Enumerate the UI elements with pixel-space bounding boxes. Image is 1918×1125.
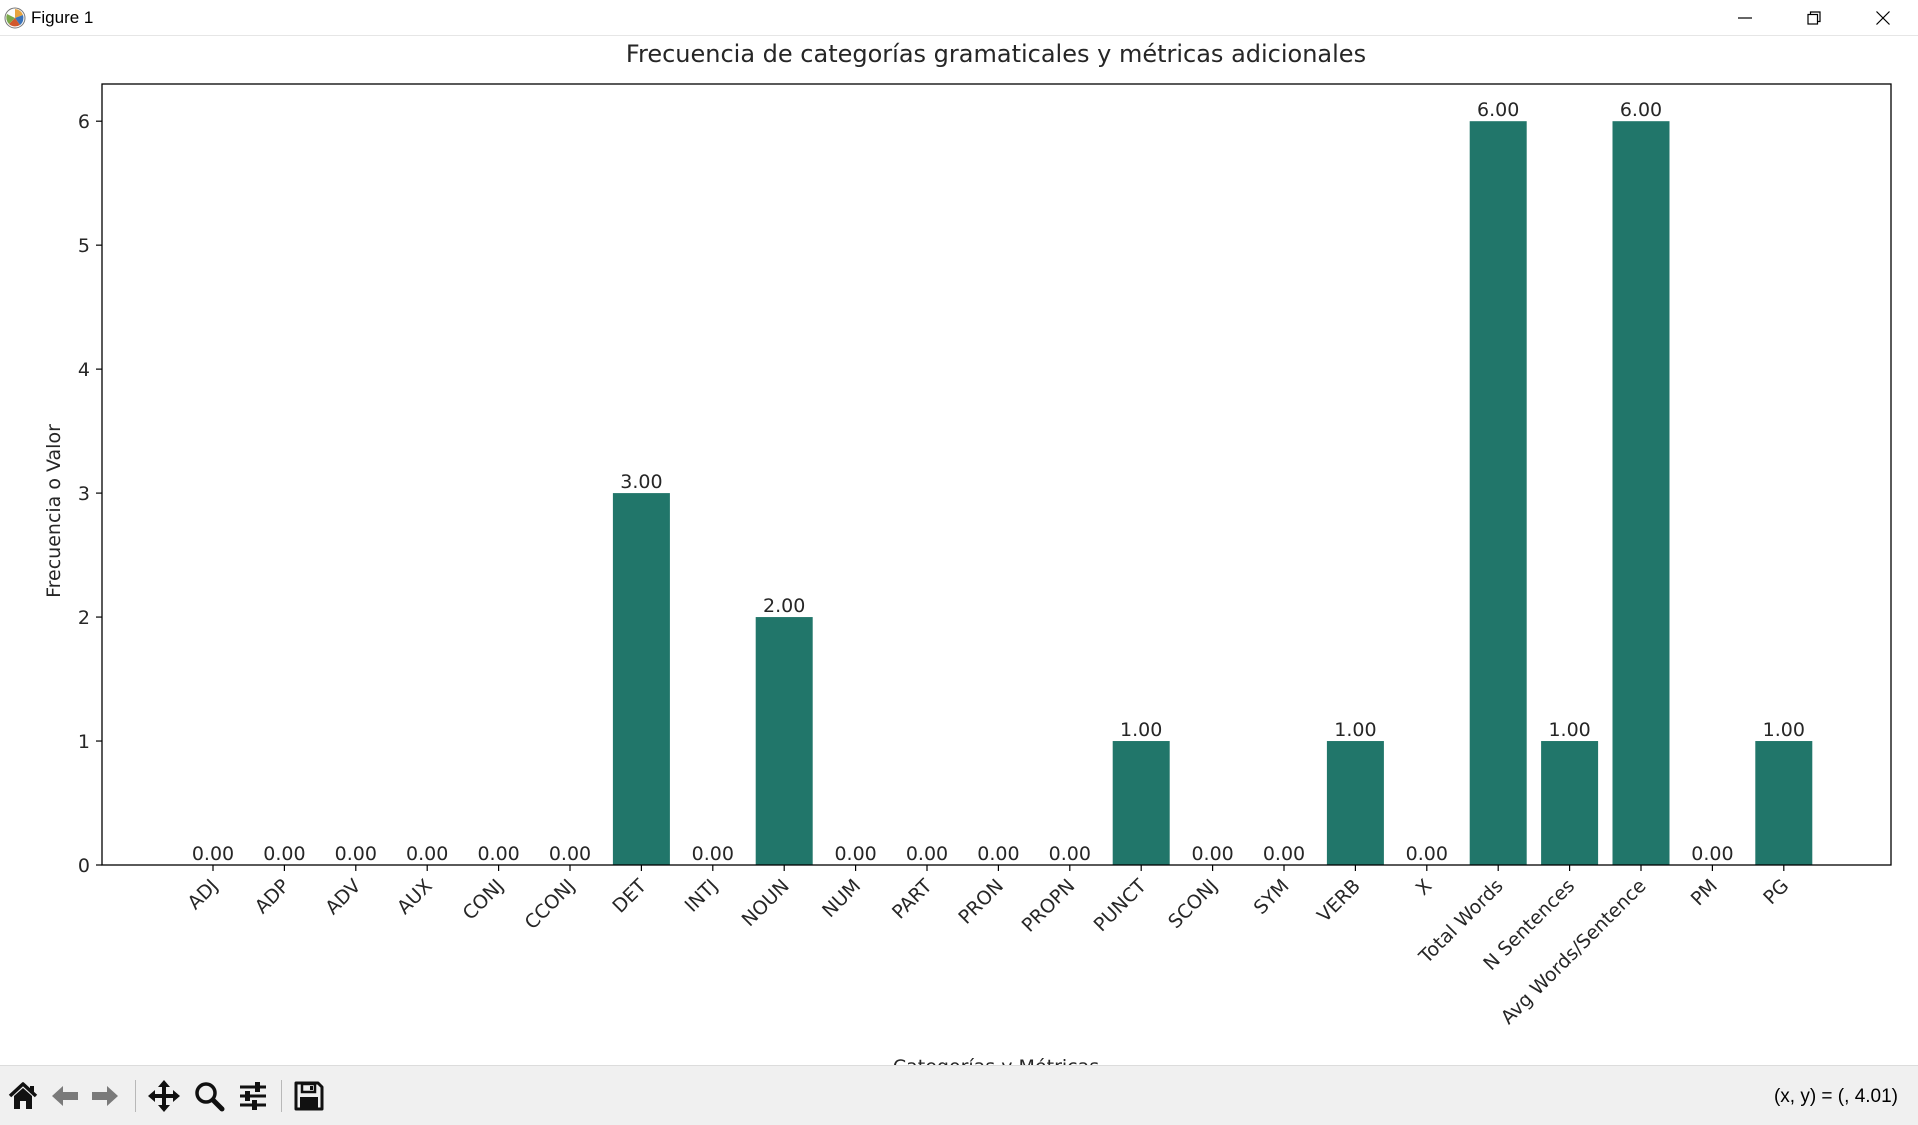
save-button[interactable] xyxy=(290,1078,328,1114)
bar-value-label: 1.00 xyxy=(1763,719,1805,741)
x-tick-label: PROPN xyxy=(1018,875,1080,937)
bar-value-label: 0.00 xyxy=(834,843,876,865)
bar-value-label: 0.00 xyxy=(1406,843,1448,865)
bar-value-label: 6.00 xyxy=(1620,99,1662,121)
minimize-button[interactable] xyxy=(1710,0,1780,36)
y-axis-label: Frecuencia o Valor xyxy=(43,424,65,598)
pan-button[interactable] xyxy=(145,1078,183,1114)
pan-icon xyxy=(148,1080,180,1112)
bar xyxy=(1541,741,1599,865)
bar-value-label: 0.00 xyxy=(477,843,519,865)
bar-value-label: 0.00 xyxy=(263,843,305,865)
window-title: Figure 1 xyxy=(31,8,94,27)
bar-value-label: 6.00 xyxy=(1477,99,1519,121)
x-tick-label: DET xyxy=(608,875,651,918)
y-axis-ticks: 0 1 2 3 4 5 6 xyxy=(78,111,102,877)
x-tick-label: PM xyxy=(1687,875,1722,910)
x-tick-label: CCONJ xyxy=(521,875,580,934)
restore-button[interactable] xyxy=(1779,0,1849,36)
y-tick-label: 3 xyxy=(78,483,90,505)
y-tick-label: 1 xyxy=(78,731,90,753)
plot-frame xyxy=(101,83,1892,866)
y-tick-label: 6 xyxy=(78,111,90,133)
bar-value-label: 0.00 xyxy=(692,843,734,865)
close-button[interactable] xyxy=(1848,0,1918,36)
bar-value-label: 0.00 xyxy=(906,843,948,865)
bar-value-label: 2.00 xyxy=(763,595,805,617)
x-axis-label: Categorías y Métricas xyxy=(893,1056,1099,1065)
x-tick-label: PUNCT xyxy=(1090,875,1151,936)
bar-value-label: 1.00 xyxy=(1334,719,1376,741)
bar xyxy=(755,617,813,865)
x-tick-label: VERB xyxy=(1313,875,1365,927)
bar xyxy=(1469,121,1527,865)
bar-value-label: 3.00 xyxy=(620,471,662,493)
toolbar-separator xyxy=(135,1080,136,1112)
bar xyxy=(612,493,670,865)
x-tick-label: SCONJ xyxy=(1164,875,1222,933)
x-tick-label: X xyxy=(1412,875,1437,900)
cursor-coordinates: (x, y) = (, 4.01) xyxy=(1773,1086,1898,1107)
configure-subplots-icon xyxy=(240,1082,266,1110)
bar xyxy=(1326,741,1384,865)
toolbar-separator xyxy=(281,1080,282,1112)
y-tick-label: 4 xyxy=(78,359,90,381)
bar-chart: Frecuencia de categorías gramaticales y … xyxy=(43,40,1892,1065)
x-tick-label: PRON xyxy=(954,875,1008,929)
x-axis-ticks: ADJ ADP ADV AUX CONJ CCONJ DET INTJ NOUN NUM PART P… xyxy=(183,865,1793,1029)
x-tick-label: AUX xyxy=(393,875,437,919)
home-button[interactable] xyxy=(4,1078,42,1114)
minimize-icon xyxy=(1738,17,1752,19)
navigation-toolbar: (x, y) = (, 4.01) xyxy=(0,1065,1918,1125)
y-tick-label: 0 xyxy=(78,855,90,877)
bar-value-label: 0.00 xyxy=(549,843,591,865)
x-tick-label: PG xyxy=(1759,875,1793,909)
x-tick-label: ADP xyxy=(251,875,294,918)
bar-value-label: 0.00 xyxy=(406,843,448,865)
zoom-icon xyxy=(195,1082,225,1112)
bar xyxy=(1755,741,1813,865)
bar-value-label: 0.00 xyxy=(1263,843,1305,865)
x-tick-label: CONJ xyxy=(459,875,509,925)
bar-value-label: 1.00 xyxy=(1120,719,1162,741)
x-tick-label: SYM xyxy=(1250,875,1294,919)
x-tick-label: ADJ xyxy=(183,875,222,914)
bar-value-label: 1.00 xyxy=(1548,719,1590,741)
bar-value-label: 0.00 xyxy=(977,843,1019,865)
forward-icon xyxy=(92,1086,118,1106)
save-icon xyxy=(294,1081,324,1111)
bar-value-label: 0.00 xyxy=(1049,843,1091,865)
x-tick-label: NUM xyxy=(818,875,865,922)
bar-value-label: 0.00 xyxy=(1691,843,1733,865)
x-tick-label: PART xyxy=(888,875,937,924)
chart-title: Frecuencia de categorías gramaticales y … xyxy=(626,40,1366,68)
bar xyxy=(1612,121,1670,865)
figure-canvas[interactable]: Frecuencia de categorías gramaticales y … xyxy=(0,36,1918,1065)
bar-series xyxy=(612,121,1813,865)
y-tick-label: 5 xyxy=(78,235,90,257)
y-tick-label: 2 xyxy=(78,607,90,629)
bar xyxy=(1112,741,1170,865)
configure-subplots-button[interactable] xyxy=(234,1078,272,1114)
x-tick-label: ADV xyxy=(321,875,365,919)
home-icon xyxy=(8,1082,38,1109)
forward-button[interactable] xyxy=(86,1078,124,1114)
bar-value-label: 0.00 xyxy=(335,843,377,865)
zoom-button[interactable] xyxy=(190,1078,228,1114)
matplotlib-icon xyxy=(4,7,26,29)
window-titlebar: Figure 1 xyxy=(0,0,1918,36)
bar-value-label: 0.00 xyxy=(192,843,234,865)
x-tick-label: NOUN xyxy=(738,875,794,931)
value-labels: 0.00 0.00 0.00 0.00 0.00 0.00 3.00 0.00 2.00 0.00… xyxy=(192,99,1805,865)
bar-value-label: 0.00 xyxy=(1191,843,1233,865)
restore-icon xyxy=(1807,11,1821,25)
back-icon xyxy=(52,1086,78,1106)
close-icon xyxy=(1876,11,1890,25)
back-button[interactable] xyxy=(46,1078,84,1114)
x-tick-label: Avg Words/Sentence xyxy=(1497,875,1651,1029)
x-tick-label: INTJ xyxy=(681,875,723,917)
